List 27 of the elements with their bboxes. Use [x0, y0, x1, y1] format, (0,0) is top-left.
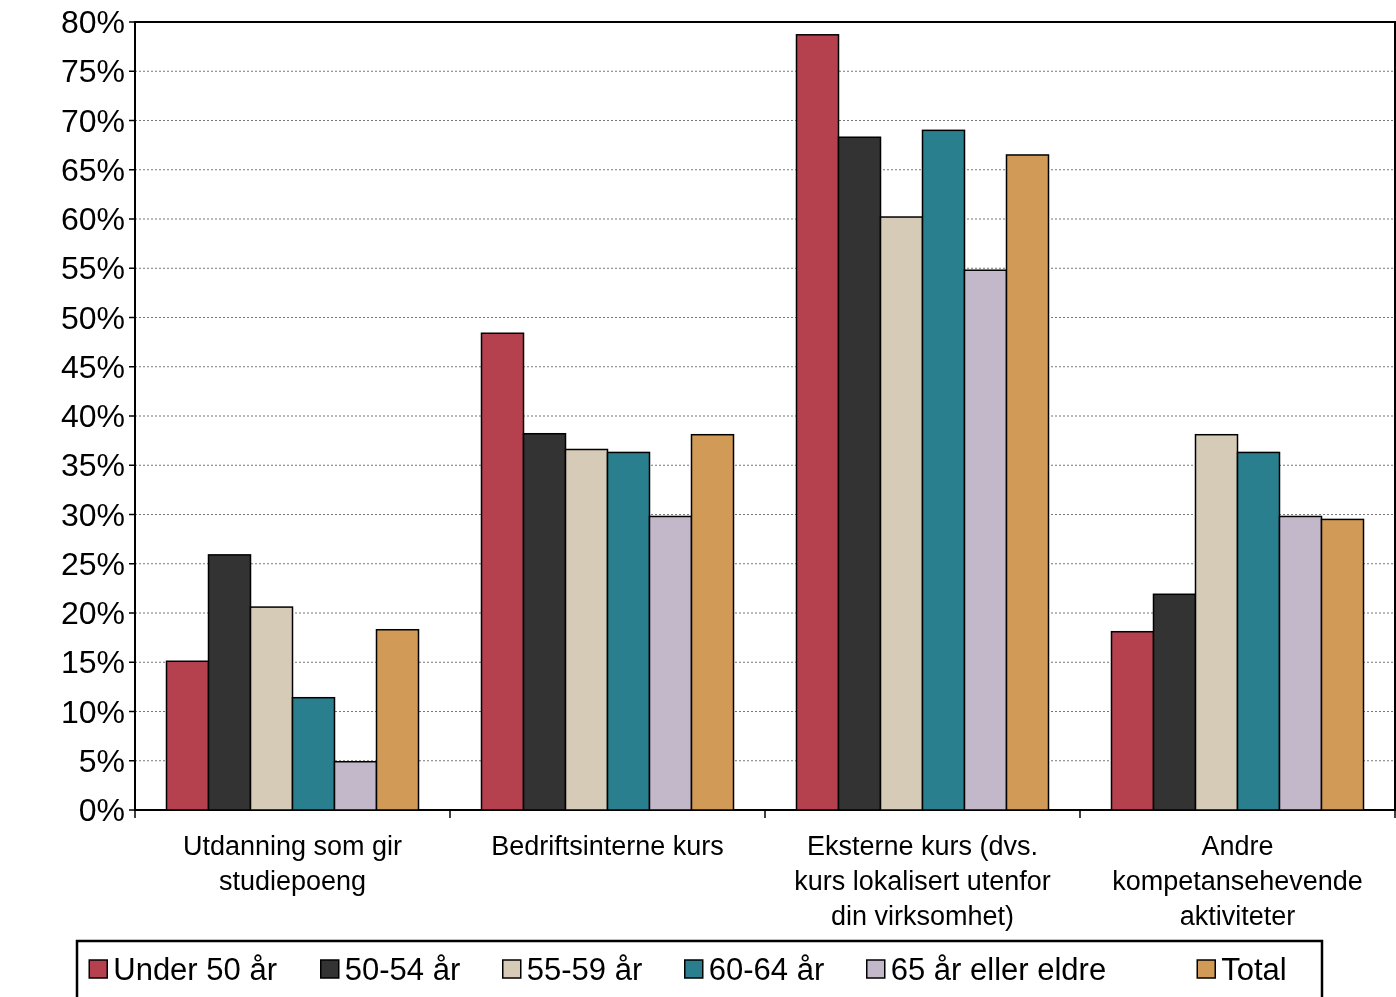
y-tick-label: 40% — [60, 398, 125, 435]
y-tick-label: 50% — [60, 299, 125, 336]
y-tick-label: 5% — [78, 742, 125, 779]
legend-label: Total — [1221, 952, 1287, 987]
y-tick-label: 55% — [60, 250, 125, 287]
y-tick-label: 65% — [60, 151, 125, 188]
y-tick-label: 0% — [78, 792, 125, 829]
y-tick-label: 15% — [60, 644, 125, 681]
legend-label: 65 år eller eldre — [890, 952, 1107, 987]
y-tick-label: 60% — [60, 201, 125, 238]
legend-label: 50-54 år — [344, 952, 461, 987]
x-tick-label: Eksterne kurs (dvs. kurs lokalisert utenfor din virksomhet) — [794, 831, 1051, 931]
x-tick-label: Bedriftsinterne kurs — [491, 831, 724, 861]
legend-label: Under 50 år — [113, 952, 277, 987]
x-tick-label: Utdanning som gir studiepoeng — [182, 831, 403, 896]
x-tick-label: Andre kompetansehevende aktiviteter — [1112, 831, 1363, 931]
y-tick-label: 25% — [60, 545, 125, 582]
legend-label: 60-64 år — [708, 952, 825, 987]
legend-label: 55-59 år — [526, 952, 643, 987]
y-tick-label: 75% — [60, 53, 125, 90]
y-tick-label: 10% — [60, 693, 125, 730]
y-tick-label: 20% — [60, 595, 125, 632]
y-tick-label: 80% — [60, 4, 125, 41]
y-tick-label: 45% — [60, 348, 125, 385]
y-tick-label: 70% — [60, 102, 125, 139]
y-tick-label: 30% — [60, 496, 125, 533]
y-tick-label: 35% — [60, 447, 125, 484]
